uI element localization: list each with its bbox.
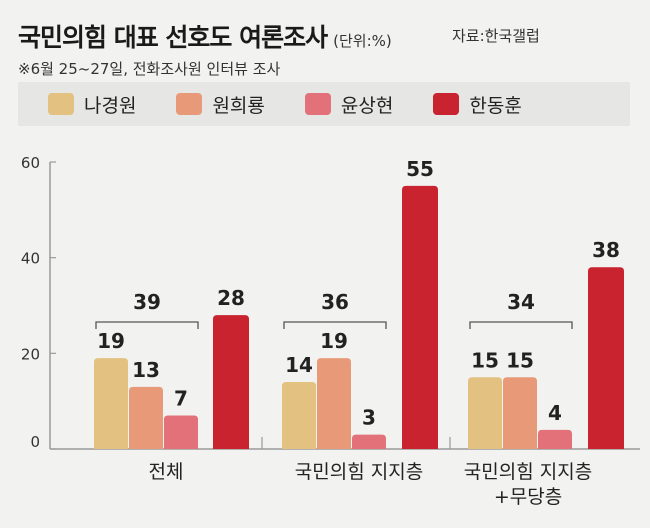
bar-value-label: 7 — [174, 387, 188, 411]
legend-swatch-yoon — [304, 93, 331, 115]
bar — [402, 185, 438, 449]
bar — [588, 267, 624, 449]
bar-value-label: 4 — [548, 401, 562, 425]
category-label: 국민의힘 지지층 — [295, 461, 423, 483]
bar — [468, 377, 502, 449]
legend-label-won: 원희룡 — [212, 94, 265, 117]
y-tick-label: 0 — [30, 433, 40, 451]
bar-value-label: 55 — [406, 157, 434, 181]
bar-value-label: 19 — [97, 329, 125, 353]
bar — [538, 429, 572, 449]
bar — [317, 358, 351, 449]
legend-label-na: 나경원 — [84, 94, 137, 117]
legend-item-na: 나경원 — [48, 91, 136, 118]
bar — [213, 315, 249, 449]
bar-value-label: 3 — [362, 406, 376, 430]
legend-label-han: 한동훈 — [469, 94, 522, 117]
bar-value-label: 14 — [285, 353, 313, 377]
bar — [129, 386, 163, 449]
legend-swatch-won — [176, 93, 203, 115]
group-total-label: 34 — [507, 290, 535, 314]
unit-label: (단위:%) — [333, 32, 392, 50]
legend-label-yoon: 윤상현 — [340, 94, 394, 117]
bar — [503, 377, 537, 449]
bar-value-label: 19 — [320, 329, 348, 353]
title-row: 국민의힘 대표 선호도 여론조사 (단위:%) — [18, 18, 392, 54]
category-label: 전체 — [149, 461, 184, 483]
y-tick-label: 60 — [21, 154, 40, 172]
bar-value-label: 38 — [592, 238, 620, 262]
bar — [94, 358, 128, 449]
y-tick-label: 20 — [21, 345, 40, 363]
bar-value-label: 13 — [132, 358, 160, 382]
bar-value-label: 15 — [506, 348, 534, 372]
chart-title: 국민의힘 대표 선호도 여론조사 — [18, 23, 328, 52]
legend-swatch-han — [433, 93, 460, 115]
group-bracket — [469, 321, 573, 329]
bar — [352, 434, 386, 449]
legend-swatch-na — [48, 93, 74, 115]
survey-note: ※6월 25~27일, 전화조사원 인터뷰 조사 — [18, 60, 281, 78]
bar-value-label: 15 — [471, 348, 499, 372]
bar — [282, 382, 316, 449]
legend: 나경원 원희룡 윤상현 한동훈 — [18, 82, 630, 126]
legend-item-han: 한동훈 — [433, 91, 522, 118]
group-total-label: 36 — [321, 290, 349, 314]
group-total-label: 39 — [133, 290, 161, 314]
category-label: 국민의힘 지지층 — [464, 461, 592, 483]
legend-item-won: 원희룡 — [176, 91, 265, 118]
group-bracket — [283, 321, 387, 329]
source-label: 자료:한국갤럽 — [452, 27, 540, 45]
bar-value-label: 28 — [217, 286, 245, 310]
category-label: +무당층 — [494, 486, 562, 508]
group-bracket — [95, 321, 199, 329]
y-tick-label: 40 — [21, 250, 40, 268]
legend-item-yoon: 윤상현 — [304, 91, 394, 118]
bar — [164, 415, 198, 449]
